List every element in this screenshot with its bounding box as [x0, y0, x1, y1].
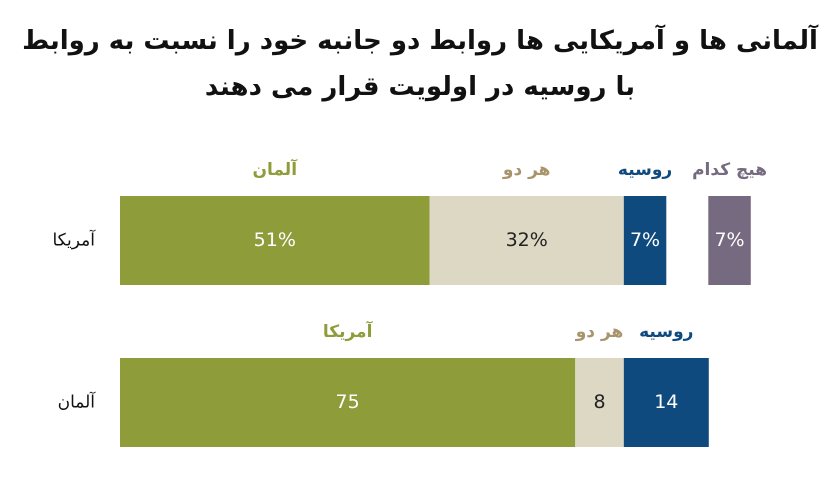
bar-segment: [120, 196, 430, 285]
series-label: هر دو: [575, 322, 624, 342]
value-label: 7%: [714, 229, 744, 251]
bar-segment: [120, 358, 576, 447]
series-label: روسیه: [618, 160, 672, 180]
value-label: 14: [654, 391, 678, 413]
value-label: 51%: [254, 229, 296, 251]
series-label: هیچ کدام: [692, 160, 767, 180]
value-label: 7%: [630, 229, 660, 251]
bar-segment: [623, 196, 667, 285]
value-label: 75: [336, 391, 360, 413]
bar-segment: [429, 196, 624, 285]
category-label: آمریکا: [52, 229, 96, 251]
series-label: روسیه: [639, 322, 693, 342]
category-label: آلمان: [58, 391, 97, 413]
bar-segment: [623, 358, 709, 447]
series-label: آلمان: [253, 158, 299, 180]
chart-title: آلمانی ها و آمریکایی ها روابط دو جانبه خ…: [22, 26, 818, 102]
series-label: هر دو: [502, 160, 551, 180]
series-label: آمریکا: [323, 320, 374, 342]
bar-segment: [708, 196, 751, 285]
value-label: 8: [593, 391, 605, 413]
bar-segment: [575, 358, 624, 447]
value-label: 32%: [506, 229, 548, 251]
